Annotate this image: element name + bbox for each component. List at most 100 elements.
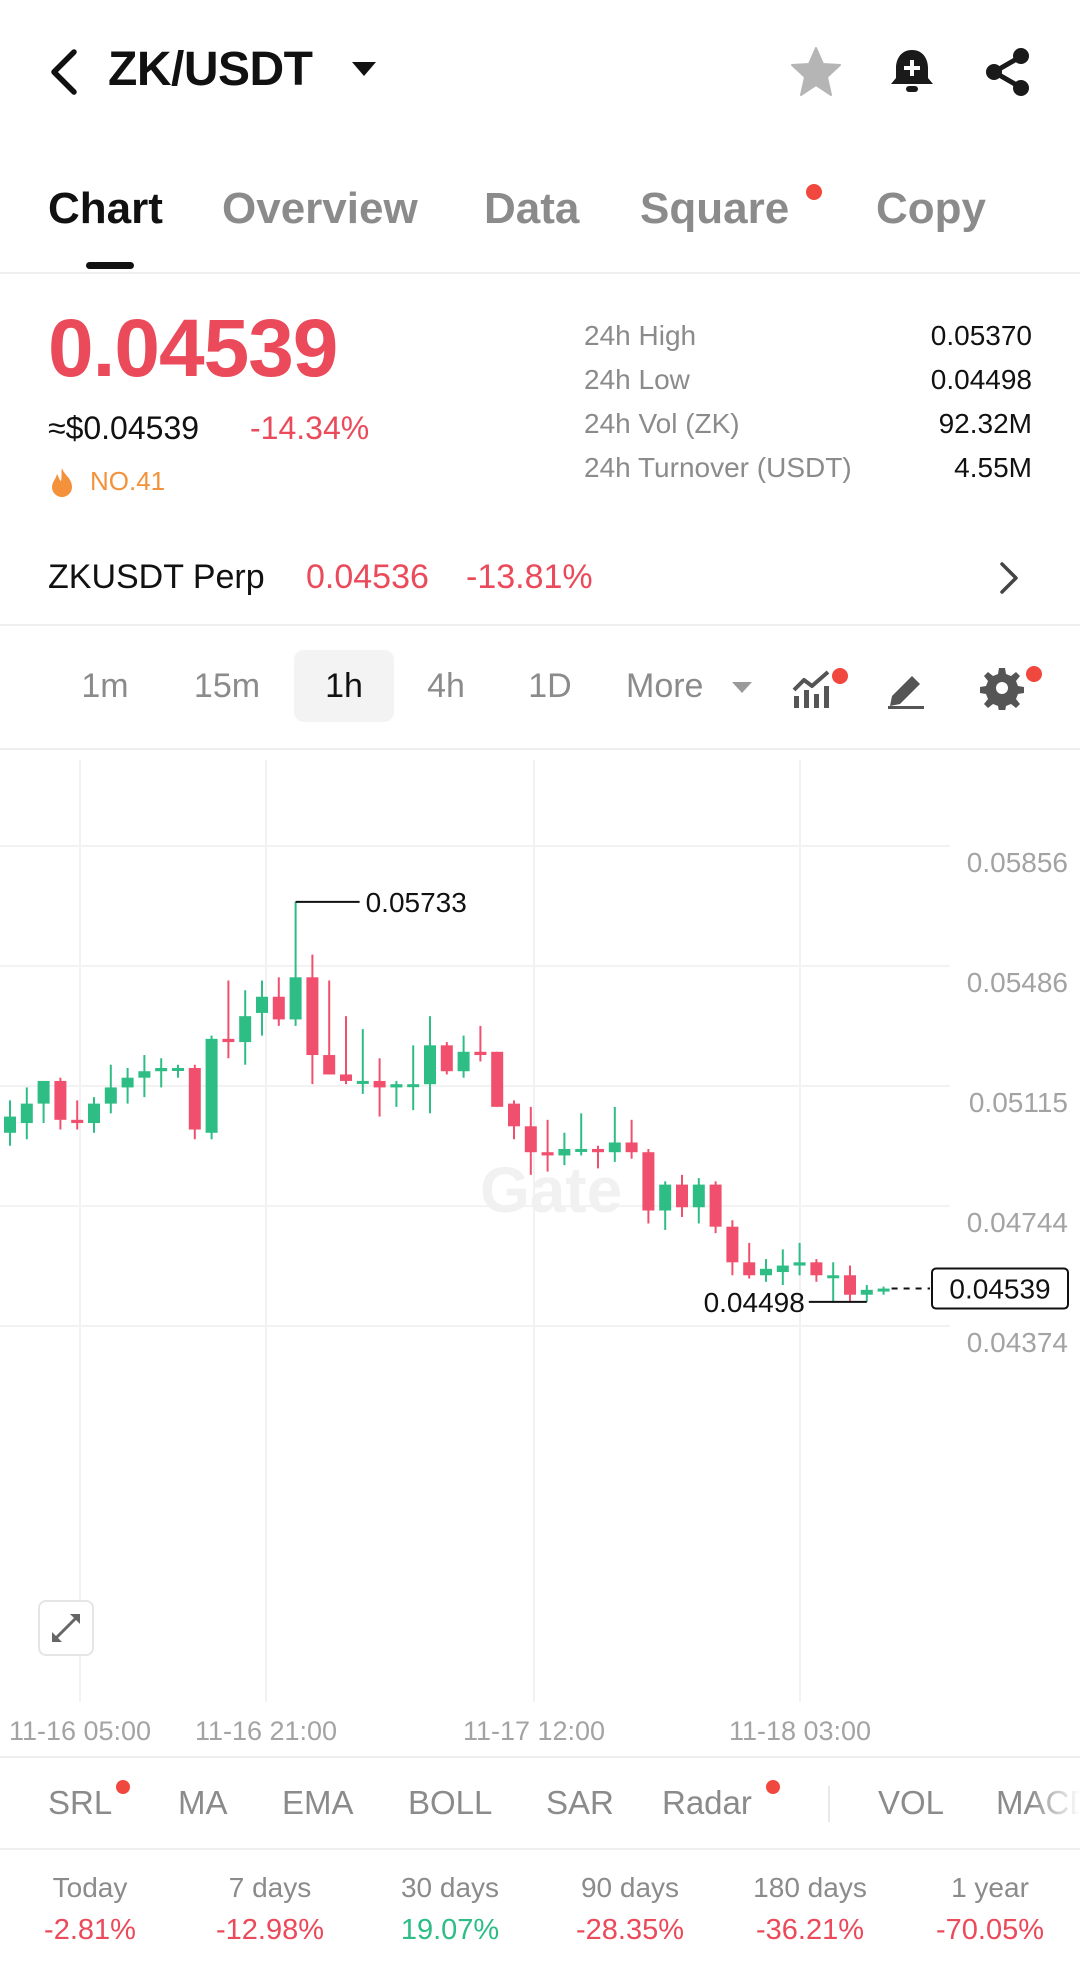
interval-1d[interactable]: 1D bbox=[528, 667, 572, 705]
flame-icon bbox=[52, 468, 72, 497]
candle-body bbox=[827, 1275, 840, 1279]
candle-body bbox=[407, 1084, 420, 1088]
indicator-icon[interactable] bbox=[790, 666, 834, 710]
indicator-ma[interactable]: MA bbox=[178, 1784, 228, 1821]
perf-90-days: 90 days -28.35% bbox=[540, 1872, 720, 1947]
candle-body bbox=[390, 1084, 403, 1088]
notification-dot bbox=[806, 184, 822, 200]
candle-body bbox=[71, 1119, 84, 1124]
perf-today: Today -2.81% bbox=[0, 1872, 180, 1947]
tab-overview[interactable]: Overview bbox=[222, 184, 418, 233]
more-intervals-button[interactable]: More bbox=[626, 667, 704, 705]
perf-value: -12.98% bbox=[215, 1914, 324, 1946]
candle-body bbox=[776, 1265, 789, 1273]
fade-overlay bbox=[1030, 1758, 1080, 1848]
stat-label: 24h Low bbox=[584, 364, 690, 395]
stat-value: 92.32M bbox=[938, 408, 1032, 439]
candle-body bbox=[373, 1080, 386, 1088]
candle-body bbox=[54, 1080, 67, 1120]
divider bbox=[828, 1786, 830, 1822]
candlestick-chart[interactable]: Gate 0.05856 0.05486 0.05115 0.04744 0.04374… bbox=[0, 750, 1080, 1756]
indicator-sar[interactable]: SAR bbox=[546, 1784, 614, 1821]
indicator-ema[interactable]: EMA bbox=[282, 1784, 354, 1821]
share-icon[interactable] bbox=[980, 44, 1036, 100]
tab-chart[interactable]: Chart bbox=[48, 184, 163, 233]
perf-label: 180 days bbox=[753, 1872, 867, 1903]
stat-value: 0.04498 bbox=[930, 364, 1032, 395]
top-bar: ZK/USDT bbox=[0, 0, 1080, 140]
candle-body bbox=[88, 1103, 100, 1124]
y-axis-label: 0.05486 bbox=[967, 967, 1068, 998]
back-icon[interactable] bbox=[44, 46, 84, 98]
candle-body bbox=[457, 1051, 470, 1072]
pair-title[interactable]: ZK/USDT bbox=[108, 43, 313, 96]
indicator-vol[interactable]: VOL bbox=[878, 1784, 945, 1821]
candle-body bbox=[323, 1055, 336, 1075]
expand-icon bbox=[52, 1614, 80, 1642]
tab-data[interactable]: Data bbox=[484, 184, 580, 233]
notification-dot bbox=[116, 1780, 130, 1794]
perp-contract-row[interactable]: ZKUSDT Perp 0.04536 -13.81% bbox=[0, 530, 1080, 626]
candle-body bbox=[289, 977, 302, 1020]
stat-label: 24h High bbox=[584, 320, 697, 351]
candle-body bbox=[743, 1262, 756, 1276]
settings-gear-icon[interactable] bbox=[980, 666, 1024, 710]
candle-body bbox=[592, 1148, 604, 1153]
pencil-draw-icon[interactable] bbox=[884, 666, 928, 710]
indicator-boll[interactable]: BOLL bbox=[408, 1784, 493, 1821]
perf-7-days: 7 days -12.98% bbox=[180, 1872, 360, 1947]
candle-body bbox=[172, 1067, 184, 1071]
chevron-right-icon bbox=[1000, 562, 1018, 594]
candle-body bbox=[726, 1226, 739, 1263]
low-marker-label: 0.04498 bbox=[704, 1287, 805, 1318]
active-tab-indicator bbox=[86, 262, 134, 269]
candle-body bbox=[575, 1148, 588, 1152]
perf-180-days: 180 days -36.21% bbox=[720, 1872, 900, 1947]
tab-square[interactable]: Square bbox=[640, 184, 790, 233]
expand-chart-button[interactable] bbox=[38, 1600, 94, 1656]
indicator-srl[interactable]: SRL bbox=[48, 1784, 113, 1821]
perp-change: -13.81% bbox=[466, 558, 593, 596]
x-axis-label: 11-18 03:00 bbox=[729, 1716, 871, 1746]
candle-body bbox=[709, 1184, 722, 1227]
candle-body bbox=[104, 1087, 117, 1104]
candle-body bbox=[676, 1184, 688, 1208]
candle-body bbox=[491, 1051, 504, 1107]
tab-copy[interactable]: Copy bbox=[876, 184, 986, 233]
bell-plus-icon[interactable] bbox=[884, 44, 940, 100]
candle-body bbox=[188, 1067, 201, 1130]
stat-value: 0.05370 bbox=[930, 320, 1032, 351]
x-axis-label: 11-16 21:00 bbox=[195, 1716, 337, 1746]
candle-body bbox=[20, 1103, 33, 1124]
interval-15m[interactable]: 15m bbox=[193, 667, 261, 705]
interval-1m[interactable]: 1m bbox=[81, 667, 129, 705]
stat-label: 24h Vol (ZK) bbox=[584, 408, 740, 439]
candle-body bbox=[272, 996, 285, 1020]
perf-value: -2.81% bbox=[44, 1914, 136, 1946]
last-price-label: 0.04539 bbox=[949, 1274, 1050, 1305]
perf-label: 1 year bbox=[951, 1872, 1029, 1903]
candle-body bbox=[793, 1262, 806, 1266]
price-chart[interactable]: Gate 0.05856 0.05486 0.05115 0.04744 0.04374… bbox=[0, 750, 1080, 1756]
price-change-percent: -14.34% bbox=[250, 410, 370, 446]
candle-body bbox=[205, 1038, 218, 1133]
candle-body bbox=[121, 1077, 134, 1088]
indicator-tabs: SRL MA EMA BOLL SAR Radar VOL MACD bbox=[0, 1756, 1080, 1850]
interval-1h[interactable]: 1h bbox=[294, 650, 394, 722]
perf-label: Today bbox=[52, 1872, 128, 1903]
perf-label: 30 days bbox=[400, 1872, 500, 1903]
notification-dot bbox=[1026, 666, 1042, 682]
candle-body bbox=[844, 1275, 856, 1295]
caret-down-icon bbox=[732, 682, 752, 693]
rank-badge[interactable]: NO.41 bbox=[90, 466, 166, 496]
candle-body bbox=[239, 1016, 252, 1043]
indicator-radar[interactable]: Radar bbox=[662, 1784, 752, 1821]
interval-bar: 1m 15m 1h 4h 1D More bbox=[0, 626, 1080, 750]
candle-body bbox=[4, 1116, 16, 1133]
x-axis-label: 11-17 12:00 bbox=[463, 1716, 605, 1746]
candle-body bbox=[256, 996, 268, 1013]
y-axis-label: 0.04744 bbox=[967, 1207, 1068, 1238]
star-icon[interactable] bbox=[788, 44, 844, 100]
caret-down-icon[interactable] bbox=[352, 62, 376, 78]
interval-4h[interactable]: 4h bbox=[427, 667, 465, 705]
